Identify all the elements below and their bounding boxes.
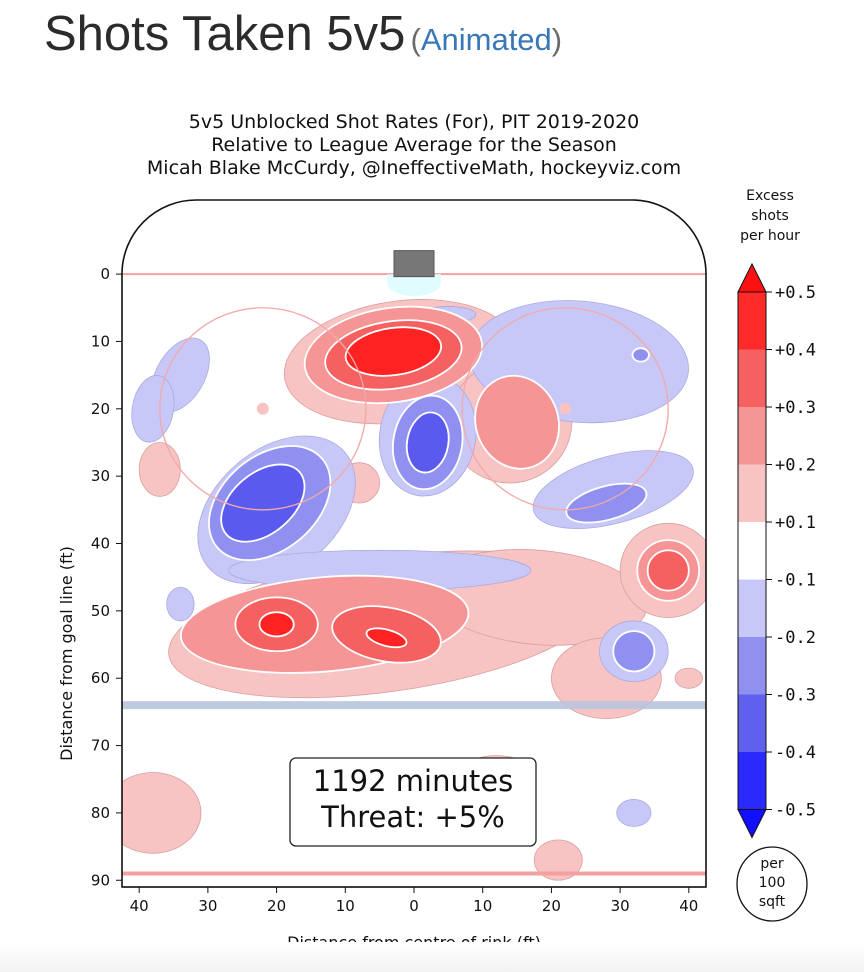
y-tick-label: 80 xyxy=(91,804,110,822)
colorbar-label: -0.3 xyxy=(775,686,816,706)
colorbar-title: Excess xyxy=(746,188,794,204)
y-tick-label: 30 xyxy=(91,467,110,485)
colorbar-band xyxy=(738,407,766,465)
faceoff-circle xyxy=(461,307,669,511)
y-tick-label: 20 xyxy=(91,400,110,418)
heat-region-negative xyxy=(631,347,650,363)
heat-region-negative xyxy=(220,463,306,543)
goal-net xyxy=(393,250,435,278)
colorbar-label: -0.4 xyxy=(775,743,816,763)
y-tick-label: 90 xyxy=(91,871,110,889)
goal-crease xyxy=(387,274,441,297)
red-line xyxy=(122,871,706,876)
heat-region-positive xyxy=(474,374,560,470)
y-tick-label: 50 xyxy=(91,602,110,620)
y-tick-label: 10 xyxy=(91,332,110,350)
colorbar-label: +0.3 xyxy=(775,398,816,418)
annotation-box xyxy=(289,757,537,847)
colorbar-extension-top xyxy=(737,262,767,293)
x-tick-label: 0 xyxy=(409,897,419,915)
heat-region-positive xyxy=(646,549,690,592)
y-tick-label: 60 xyxy=(91,669,110,687)
colorbar-title: per hour xyxy=(740,228,800,244)
annotation-line: Threat: +5% xyxy=(320,800,505,834)
y-tick-label: 40 xyxy=(91,535,110,553)
faceoff-dot xyxy=(559,402,572,415)
colorbar-band xyxy=(738,292,766,350)
unit-badge-text: 100 xyxy=(759,875,786,891)
colorbar-band xyxy=(738,579,766,637)
chart-title: 5v5 Unblocked Shot Rates (For), PIT 2019… xyxy=(147,111,681,179)
heat-region-negative xyxy=(616,799,652,827)
y-tick-label: 70 xyxy=(91,737,110,755)
colorbar-label: +0.1 xyxy=(775,513,816,533)
title-line: 5v5 Unblocked Shot Rates (For), PIT 2019… xyxy=(189,111,640,133)
colorbar-band xyxy=(738,349,766,407)
heat-region-positive xyxy=(122,772,202,854)
colorbar-band xyxy=(738,637,766,695)
blue-line xyxy=(122,701,706,710)
unit-badge-text: per xyxy=(760,856,784,872)
heat-region-negative xyxy=(565,482,648,524)
unit-badge-circle xyxy=(736,846,808,922)
heading-title: Shots Taken 5v5 xyxy=(44,7,406,61)
colorbar-label: +0.2 xyxy=(775,456,816,476)
heat-region-positive xyxy=(344,326,443,377)
colorbar-label: +0.4 xyxy=(775,341,816,361)
heat-region-negative xyxy=(166,586,195,622)
axes: 40 30 20 10 0 10 20 30 40 0 10 20 30 40 50 60 70 80 90 Dist… xyxy=(57,265,706,952)
x-tick-label: 30 xyxy=(198,897,217,915)
colorbar-band xyxy=(738,694,766,752)
colorbar: Excess shots per hour +0.5 +0.4 +0.3 +0.2 +0.1 -… xyxy=(737,188,816,839)
heat-region-positive xyxy=(365,627,408,649)
colorbar-band xyxy=(738,464,766,522)
x-tick-label: 10 xyxy=(336,897,355,915)
page-heading: Shots Taken 5v5 (Animated) xyxy=(44,6,562,76)
faceoff-circle xyxy=(159,307,367,511)
title-line: Micah Blake McCurdy, @IneffectiveMath, h… xyxy=(147,157,681,179)
heat-region-negative xyxy=(612,630,656,673)
colorbar-band xyxy=(738,522,766,580)
heat-region-positive xyxy=(258,611,295,638)
rink-markings xyxy=(122,250,706,876)
y-axis-label: Distance from goal line (ft) xyxy=(57,546,76,761)
rink-outline xyxy=(121,199,707,888)
heat-region-negative xyxy=(405,411,450,474)
colorbar-frame xyxy=(737,291,767,810)
animated-link[interactable]: Animated xyxy=(420,22,552,57)
colorbar-label: +0.5 xyxy=(775,283,816,303)
heading-open-paren: ( xyxy=(410,22,421,57)
heading-close-paren: ) xyxy=(551,22,563,57)
heat-region-positive xyxy=(138,442,181,497)
annotation-line: 1192 minutes xyxy=(313,764,513,798)
heat-region-negative xyxy=(131,375,175,443)
x-tick-label: 30 xyxy=(611,897,630,915)
heat-region-positive xyxy=(533,839,583,881)
unit-badge: per 100 sqft xyxy=(736,846,808,922)
faceoff-dot xyxy=(256,402,269,415)
colorbar-label: -0.2 xyxy=(775,628,816,648)
colorbar-label: -0.1 xyxy=(775,571,816,591)
x-tick-label: 10 xyxy=(473,897,492,915)
x-tick-label: 40 xyxy=(130,897,149,915)
colorbar-title: shots xyxy=(751,208,789,224)
heat-region-positive xyxy=(674,667,703,689)
x-tick-label: 20 xyxy=(267,897,286,915)
x-tick-label: 40 xyxy=(679,897,698,915)
colorbar-label: -0.5 xyxy=(775,801,816,821)
y-tick-label: 0 xyxy=(100,265,110,283)
colorbar-band xyxy=(738,752,766,810)
colorbar-extension-bottom xyxy=(737,809,767,839)
x-tick-label: 20 xyxy=(542,897,561,915)
title-line: Relative to League Average for the Seaso… xyxy=(211,134,617,156)
unit-badge-text: sqft xyxy=(759,894,786,910)
footer-shade xyxy=(0,942,864,972)
